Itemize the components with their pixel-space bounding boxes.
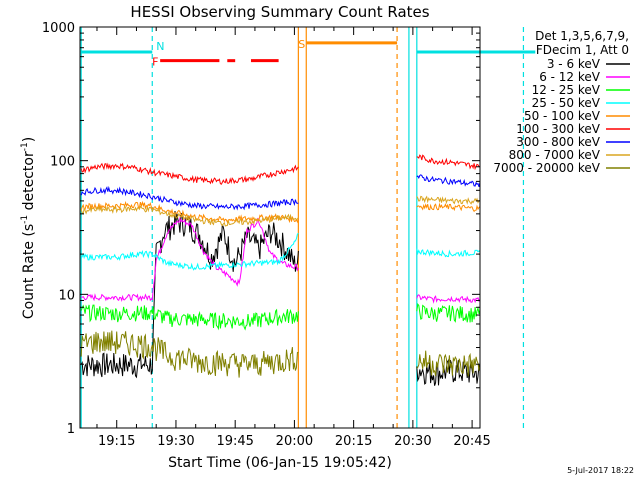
series-0-segment-0 <box>80 210 299 379</box>
x-tick-label-3: 20:00 <box>276 434 313 449</box>
legend-header-line-2: FDecim 1, Att 0 <box>536 43 629 57</box>
y-axis-label-sup1: -1 <box>20 215 30 224</box>
series-3-segment-0 <box>80 232 299 271</box>
series-3-segment-1 <box>416 248 481 258</box>
series-5 <box>80 154 481 185</box>
flag-label-n: N <box>156 40 164 53</box>
series-6-segment-1 <box>416 174 481 188</box>
legend-label-8: 7000 - 20000 keV <box>493 161 600 175</box>
series-0-segment-1 <box>416 358 481 386</box>
series-6-segment-0 <box>80 185 299 211</box>
x-tick-label-4: 20:15 <box>335 434 372 449</box>
y-tick-label-2: 100 <box>50 155 75 170</box>
plot-area: NF S <box>80 27 536 428</box>
footer-date: 5-Jul-2017 18:22 <box>567 466 634 475</box>
series-8-segment-0 <box>80 330 299 378</box>
series-7 <box>80 195 481 227</box>
y-tick-label-3: 1000 <box>42 21 75 36</box>
series-8 <box>80 330 481 378</box>
series-5-segment-0 <box>80 162 299 185</box>
legend-label-5: 100 - 300 keV <box>516 122 600 136</box>
series-4 <box>80 200 481 224</box>
flag-label-s: S <box>298 38 305 51</box>
legend-label-4: 50 - 100 keV <box>524 109 601 123</box>
y-tick-label-1: 10 <box>58 288 75 303</box>
x-tick-label-2: 19:45 <box>216 434 253 449</box>
legend-label-3: 25 - 50 keV <box>532 96 601 110</box>
series-6 <box>80 174 481 211</box>
series-7-segment-1 <box>416 195 481 205</box>
series-1 <box>81 216 481 304</box>
series-1-segment-0 <box>81 216 299 303</box>
flag-label-f: F <box>152 56 158 69</box>
y-axis-label-mid: detector <box>21 151 37 215</box>
legend-label-7: 800 - 7000 keV <box>509 148 601 162</box>
x-tick-label-0: 19:15 <box>98 434 135 449</box>
series-0 <box>80 210 481 386</box>
legend-label-1: 6 - 12 keV <box>539 70 601 84</box>
legend-label-2: 12 - 25 keV <box>532 83 601 97</box>
legend-header-line-1: Det 1,3,5,6,7,9, <box>535 29 629 43</box>
series-1-segment-1 <box>416 294 481 304</box>
y-axis-label-main: Count Rate (s <box>21 224 37 319</box>
x-tick-label-5: 20:30 <box>394 434 431 449</box>
series-8-segment-1 <box>416 350 481 377</box>
x-axis-label: Start Time (06-Jan-15 19:05:42) <box>168 455 392 471</box>
x-tick-label-1: 19:30 <box>157 434 194 449</box>
x-tick-label-6: 20:45 <box>453 434 490 449</box>
series-3 <box>80 232 481 271</box>
series-2-segment-1 <box>416 302 481 323</box>
legend: Det 1,3,5,6,7,9, FDecim 1, Att 0 3 - 6 k… <box>493 29 630 175</box>
plot-frame <box>79 26 481 429</box>
axes: 19:15 19:30 19:45 20:00 20:15 20:30 20:45 1 10 10… <box>42 21 491 449</box>
series-4-segment-1 <box>416 202 481 213</box>
series-5-segment-1 <box>416 154 481 171</box>
series-7-segment-0 <box>80 205 299 227</box>
legend-label-6: 300 - 800 keV <box>516 135 600 149</box>
legend-label-0: 3 - 6 keV <box>547 57 601 71</box>
y-axis-label-end: ) <box>21 137 37 142</box>
series-2 <box>80 302 481 331</box>
chart-title: HESSI Observing Summary Count Rates <box>130 3 429 21</box>
series-2-segment-0 <box>80 304 299 331</box>
series-4-segment-0 <box>80 200 299 224</box>
y-axis-label: Count Rate (s-1 detector-1) <box>20 137 37 319</box>
y-axis-label-sup2: -1 <box>20 142 30 151</box>
y-tick-label-0: 1 <box>67 422 75 437</box>
